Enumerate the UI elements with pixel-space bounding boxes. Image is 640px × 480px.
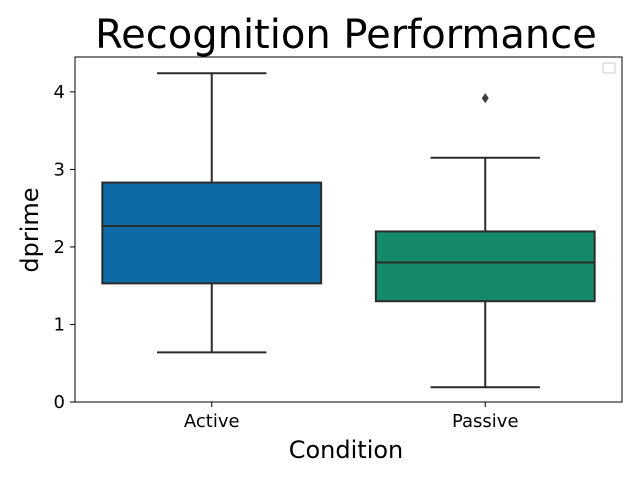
y-tick-label-0: 0 [54,392,65,413]
outlier-passive-0 [481,93,489,104]
legend-box [602,62,616,74]
y-tick-label-2: 2 [54,237,65,258]
box-active [101,181,323,285]
x-tick-label-passive: Passive [452,411,519,432]
y-axis-label: dprime [16,187,44,272]
x-axis-label: Condition [289,436,404,464]
plot-frame [74,56,623,403]
y-tick-label-4: 4 [54,82,65,103]
plot-area: Active Passive 0 1 2 3 4 [54,56,623,432]
y-tick-label-3: 3 [54,159,65,180]
chart-title: Recognition Performance [95,12,597,58]
y-tick-label-1: 1 [54,314,65,335]
x-tick-label-active: Active [184,411,240,432]
box-passive [374,230,596,303]
